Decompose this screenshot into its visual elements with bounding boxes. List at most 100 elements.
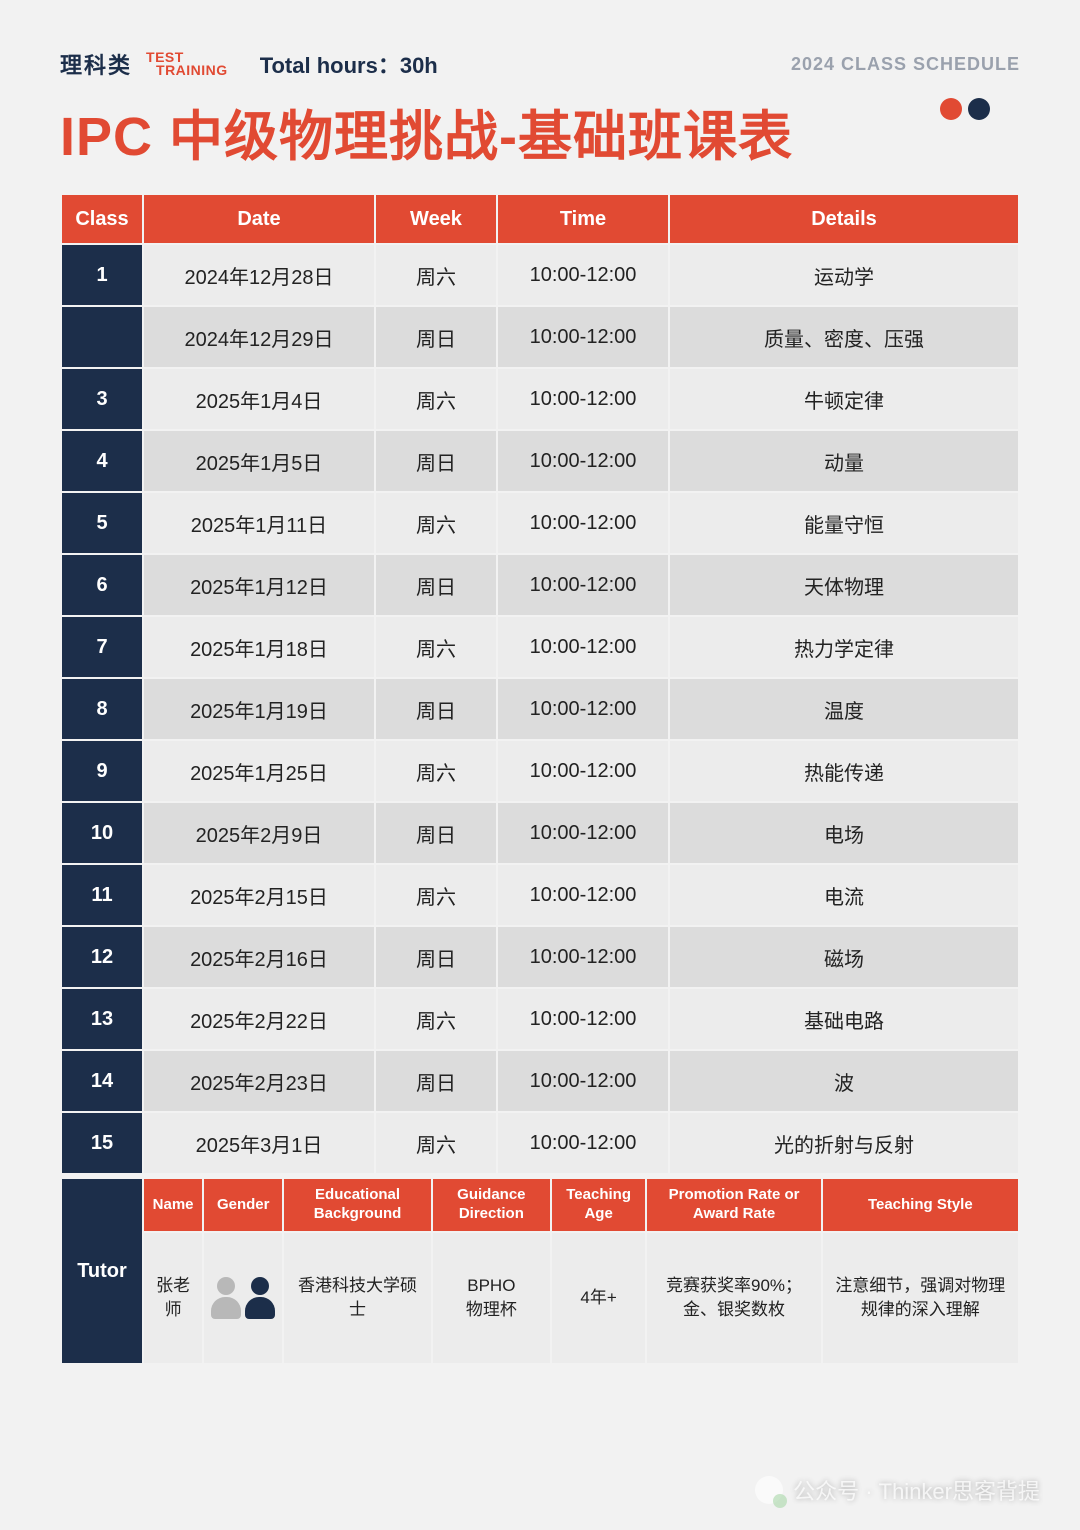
time-cell: 10:00-12:00: [498, 1113, 668, 1173]
class-number-cell: 11: [62, 865, 142, 925]
col-details: Details: [670, 195, 1018, 243]
class-number-cell: 13: [62, 989, 142, 1049]
table-row: 32025年1月4日周六10:00-12:00牛顿定律: [62, 369, 1018, 429]
total-hours: Total hours：30h: [260, 48, 438, 80]
details-cell: 热能传递: [670, 741, 1018, 801]
quote-icon: [940, 98, 990, 120]
class-number-cell: 8: [62, 679, 142, 739]
week-cell: 周日: [376, 307, 496, 367]
week-cell: 周六: [376, 1113, 496, 1173]
time-cell: 10:00-12:00: [498, 989, 668, 1049]
week-cell: 周日: [376, 1051, 496, 1111]
tutor-style: 注意细节，强调对物理规律的深入理解: [823, 1233, 1018, 1363]
time-cell: 10:00-12:00: [498, 493, 668, 553]
time-cell: 10:00-12:00: [498, 803, 668, 863]
details-cell: 温度: [670, 679, 1018, 739]
tutor-col-rate: Promotion Rate or Award Rate: [647, 1179, 820, 1231]
class-number-cell: 5: [62, 493, 142, 553]
table-row: 122025年2月16日周日10:00-12:00磁场: [62, 927, 1018, 987]
tutor-age: 4年+: [552, 1233, 646, 1363]
col-time: Time: [498, 195, 668, 243]
week-cell: 周六: [376, 245, 496, 305]
time-cell: 10:00-12:00: [498, 431, 668, 491]
top-bar: 理科类 TEST TRAINING Total hours：30h 2024 C…: [60, 48, 1020, 80]
wechat-icon: [755, 1476, 783, 1504]
details-cell: 运动学: [670, 245, 1018, 305]
watermark: 公众号 · Thinker思客背提: [755, 1474, 1040, 1506]
details-cell: 质量、密度、压强: [670, 307, 1018, 367]
week-cell: 周日: [376, 679, 496, 739]
time-cell: 10:00-12:00: [498, 555, 668, 615]
table-row: 82025年1月19日周日10:00-12:00温度: [62, 679, 1018, 739]
table-row: 102025年2月9日周日10:00-12:00电场: [62, 803, 1018, 863]
time-cell: 10:00-12:00: [498, 1051, 668, 1111]
time-cell: 10:00-12:00: [498, 307, 668, 367]
badge-line2: TRAINING: [146, 64, 228, 77]
time-cell: 10:00-12:00: [498, 865, 668, 925]
date-cell: 2025年1月4日: [144, 369, 374, 429]
tutor-data-row: 张老师 香港科技大学硕士 BPHO 物理杯 4年+ 竞赛获奖率90%；金、银奖数…: [62, 1233, 1018, 1363]
avatar-male-icon: [244, 1277, 276, 1319]
date-cell: 2025年2月15日: [144, 865, 374, 925]
time-cell: 10:00-12:00: [498, 741, 668, 801]
details-cell: 电流: [670, 865, 1018, 925]
week-cell: 周六: [376, 493, 496, 553]
table-row: 62025年1月12日周日10:00-12:00天体物理: [62, 555, 1018, 615]
tutor-gender: [204, 1233, 282, 1363]
tutor-col-age: Teaching Age: [552, 1179, 646, 1231]
table-row: 2024年12月29日周日10:00-12:00质量、密度、压强: [62, 307, 1018, 367]
page-title: IPC 中级物理挑战-基础班课表: [60, 92, 1020, 171]
class-number-cell: 14: [62, 1051, 142, 1111]
year-schedule-label: 2024 CLASS SCHEDULE: [791, 54, 1020, 75]
gender-avatar-icon: [210, 1277, 276, 1319]
class-number-cell: 4: [62, 431, 142, 491]
tutor-header-row: Tutor Name Gender Educational Background…: [62, 1179, 1018, 1231]
table-row: 112025年2月15日周六10:00-12:00电流: [62, 865, 1018, 925]
table-row: 72025年1月18日周六10:00-12:00热力学定律: [62, 617, 1018, 677]
tutor-col-name: Name: [144, 1179, 202, 1231]
class-number-cell: 15: [62, 1113, 142, 1173]
date-cell: 2025年2月22日: [144, 989, 374, 1049]
class-number-cell: 10: [62, 803, 142, 863]
tutor-rate: 竞赛获奖率90%；金、银奖数枚: [647, 1233, 820, 1363]
date-cell: 2025年1月18日: [144, 617, 374, 677]
details-cell: 热力学定律: [670, 617, 1018, 677]
class-number-cell: 3: [62, 369, 142, 429]
table-row: 42025年1月5日周日10:00-12:00动量: [62, 431, 1018, 491]
schedule-table: Class Date Week Time Details 12024年12月28…: [60, 193, 1020, 1175]
date-cell: 2025年2月23日: [144, 1051, 374, 1111]
date-cell: 2025年2月16日: [144, 927, 374, 987]
tutor-col-direction: Guidance Direction: [433, 1179, 550, 1231]
avatar-female-icon: [210, 1277, 242, 1319]
details-cell: 牛顿定律: [670, 369, 1018, 429]
tutor-direction: BPHO 物理杯: [433, 1233, 550, 1363]
class-number-cell: 6: [62, 555, 142, 615]
date-cell: 2025年3月1日: [144, 1113, 374, 1173]
class-number-cell: 12: [62, 927, 142, 987]
table-row: 52025年1月11日周六10:00-12:00能量守恒: [62, 493, 1018, 553]
table-row: 92025年1月25日周六10:00-12:00热能传递: [62, 741, 1018, 801]
tutor-col-gender: Gender: [204, 1179, 282, 1231]
tutor-col-style: Teaching Style: [823, 1179, 1018, 1231]
date-cell: 2025年1月19日: [144, 679, 374, 739]
watermark-text: 公众号 · Thinker思客背提: [793, 1474, 1040, 1506]
details-cell: 电场: [670, 803, 1018, 863]
table-row: 132025年2月22日周六10:00-12:00基础电路: [62, 989, 1018, 1049]
details-cell: 波: [670, 1051, 1018, 1111]
col-class: Class: [62, 195, 142, 243]
tutor-col-edu: Educational Background: [284, 1179, 431, 1231]
week-cell: 周日: [376, 927, 496, 987]
tutor-side-label: Tutor: [62, 1179, 142, 1363]
date-cell: 2025年2月9日: [144, 803, 374, 863]
date-cell: 2025年1月11日: [144, 493, 374, 553]
time-cell: 10:00-12:00: [498, 679, 668, 739]
week-cell: 周六: [376, 369, 496, 429]
week-cell: 周六: [376, 989, 496, 1049]
class-number-cell: 9: [62, 741, 142, 801]
table-row: 12024年12月28日周六10:00-12:00运动学: [62, 245, 1018, 305]
schedule-header-row: Class Date Week Time Details: [62, 195, 1018, 243]
week-cell: 周日: [376, 803, 496, 863]
week-cell: 周六: [376, 741, 496, 801]
details-cell: 动量: [670, 431, 1018, 491]
class-number-cell: 7: [62, 617, 142, 677]
